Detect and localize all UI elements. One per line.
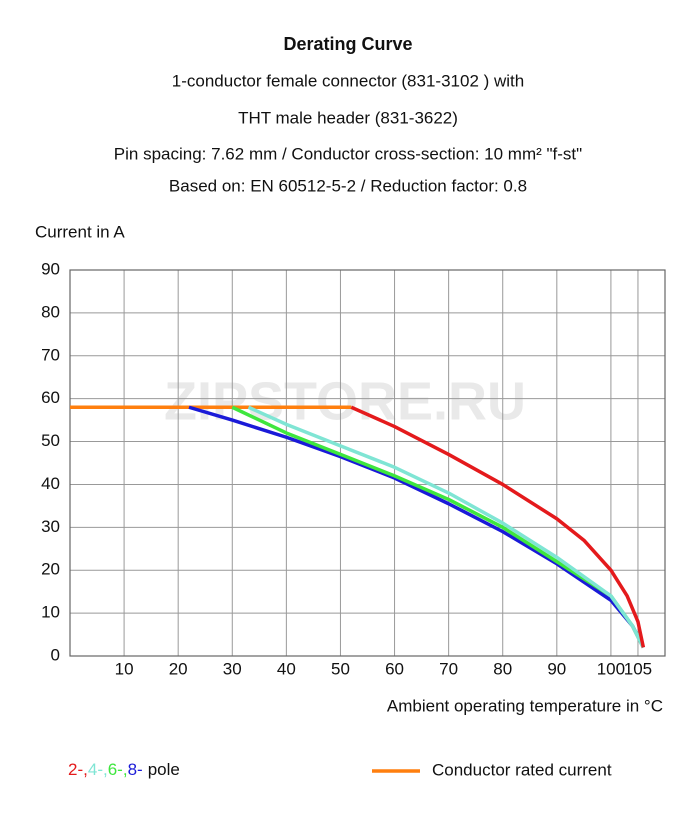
- legend: 2-,4-,6-,8- pole: [68, 760, 180, 779]
- subtitle: Pin spacing: 7.62 mm / Conductor cross-s…: [114, 144, 582, 163]
- legend-entry: 2-: [68, 760, 83, 779]
- x-tick-label: 80: [493, 659, 512, 678]
- x-tick-label: 100: [597, 659, 625, 678]
- subtitle: THT male header (831-3622): [238, 108, 458, 127]
- legend-entry: Conductor rated current: [432, 760, 612, 779]
- subtitle: 1-conductor female connector (831-3102 )…: [172, 71, 524, 90]
- legend-separator: ,: [123, 760, 128, 779]
- y-tick-label: 0: [51, 645, 60, 664]
- x-tick-label: 30: [223, 659, 242, 678]
- chart-title: Derating Curve: [283, 34, 412, 54]
- plot-frame: [69, 269, 666, 657]
- series-line: [247, 405, 645, 649]
- x-axis-label: Ambient operating temperature in °C: [387, 696, 663, 715]
- y-tick-label: 60: [41, 388, 60, 407]
- x-tick-label: 40: [277, 659, 296, 678]
- y-tick-label: 40: [41, 474, 60, 493]
- legend-entry: 4-: [88, 760, 103, 779]
- x-tick-label: 10: [115, 659, 134, 678]
- legend-entry: 8-: [128, 760, 143, 779]
- y-tick-label: 20: [41, 560, 60, 579]
- y-tick-label: 90: [41, 259, 60, 278]
- y-tick-label: 80: [41, 302, 60, 321]
- x-tick-label: 70: [439, 659, 458, 678]
- y-tick-label: 70: [41, 345, 60, 364]
- x-tick-label: 50: [331, 659, 350, 678]
- x-tick-label: 105: [624, 659, 652, 678]
- y-axis-label: Current in A: [35, 222, 125, 241]
- y-tick-label: 50: [41, 431, 60, 450]
- subtitle: Based on: EN 60512-5-2 / Reduction facto…: [169, 176, 527, 195]
- watermark: ZIPSTORE.RU: [164, 371, 526, 431]
- legend-entry: 6-: [108, 760, 123, 779]
- legend-separator: ,: [103, 760, 108, 779]
- legend-suffix: pole: [148, 760, 180, 779]
- y-tick-label: 10: [41, 603, 60, 622]
- y-tick-label: 30: [41, 517, 60, 536]
- legend-separator: ,: [83, 760, 88, 779]
- series-line: [350, 405, 646, 648]
- x-tick-label: 90: [547, 659, 566, 678]
- x-tick-label: 20: [169, 659, 188, 678]
- x-tick-label: 60: [385, 659, 404, 678]
